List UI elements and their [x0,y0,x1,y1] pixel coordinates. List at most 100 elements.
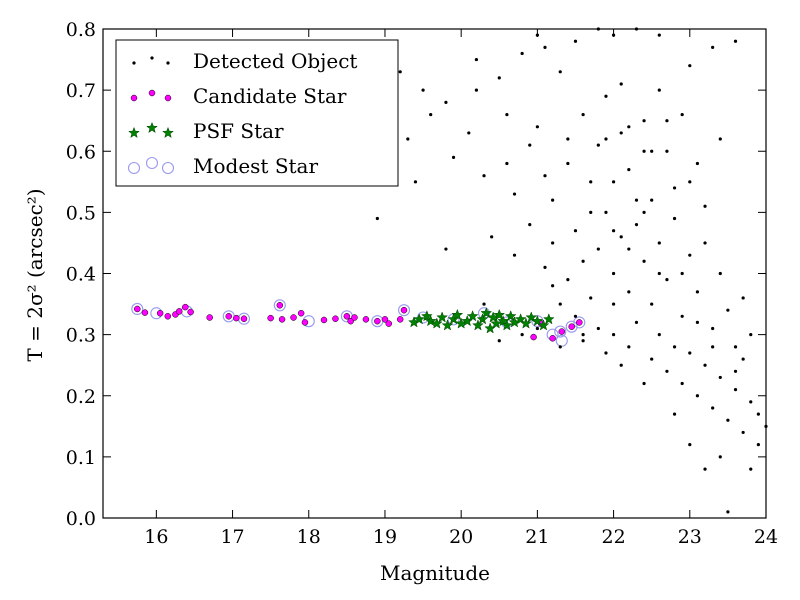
data-point [627,290,631,294]
data-point [206,314,213,321]
data-point [472,319,484,331]
data-point [627,125,631,129]
data-point [672,216,677,221]
data-point [549,335,556,342]
data-point [611,229,616,233]
data-point [530,333,537,341]
data-point [396,316,404,323]
data-point [398,70,402,74]
legend-label: Modest Star [193,154,318,178]
data-point [141,309,149,316]
data-point [642,119,646,123]
data-point [187,308,194,316]
data-point [362,316,370,323]
data-point [343,313,351,320]
data-point [520,333,524,337]
data-point [596,326,600,331]
y-tick-label: 0.8 [66,19,96,41]
data-point [657,271,661,276]
series-detected-object [375,27,768,514]
data-point [351,314,358,321]
data-point [514,313,527,325]
data-point [657,241,661,245]
data-point [642,210,646,214]
data-point [604,137,608,141]
data-point [156,309,164,317]
legend-label: Detected Object [193,49,357,73]
data-point [756,443,760,447]
data-point [657,333,661,337]
data-point [406,137,410,141]
data-point [604,210,608,214]
data-point [611,302,616,306]
legend-entry: Candidate Star [130,84,347,108]
data-point [703,363,707,367]
data-point [451,308,464,321]
series-candidate-star [134,302,583,342]
data-point [490,317,503,329]
data-point [497,339,501,343]
data-point [711,326,715,331]
data-point [726,308,730,312]
data-point [741,357,745,361]
data-point [480,307,493,319]
data-point [558,345,562,349]
legend-marker [164,94,172,102]
data-point [657,33,661,37]
data-point [424,314,437,327]
data-point [741,430,745,435]
data-point [551,198,555,202]
data-point [474,88,479,92]
data-point [589,210,593,214]
data-point [576,319,583,326]
data-point [634,223,639,227]
legend-marker [130,94,138,102]
y-tick-label: 0.5 [66,202,96,224]
data-point [374,317,381,325]
data-point [589,180,593,184]
data-point [733,388,738,392]
data-point [278,316,286,323]
x-tick-label: 21 [525,526,549,548]
data-point [233,314,240,322]
data-point [650,149,654,153]
data-point [573,39,578,43]
data-point [451,155,456,159]
y-tick-label: 0.6 [66,141,96,163]
data-point [543,45,547,49]
data-point [482,174,486,178]
legend-box [115,39,399,187]
y-tick-label: 0.7 [66,80,96,102]
x-tick-label: 17 [220,526,244,548]
data-point [688,253,692,257]
legend-label: Candidate Star [193,84,347,108]
data-point [290,314,297,321]
data-point [695,320,700,324]
data-point [749,467,753,471]
y-tick-label: 0.4 [66,264,96,286]
data-point [642,149,646,153]
data-point [650,198,654,202]
data-point [535,326,539,331]
x-tick-label: 24 [754,526,778,548]
data-point [695,161,700,166]
data-point [436,311,449,323]
data-point [650,302,654,306]
data-point [400,306,408,314]
data-point [596,143,600,147]
data-point [493,308,506,321]
legend-marker [150,56,154,60]
data-point [657,88,661,92]
data-point [688,443,692,447]
data-point [733,369,738,373]
data-point [551,284,555,288]
data-point [604,94,608,98]
data-point [520,51,524,56]
data-point [665,369,669,373]
data-point [573,314,578,318]
y-tick-label: 0.0 [66,508,96,530]
data-point [420,310,433,322]
data-point [476,313,489,325]
data-point [573,316,586,329]
